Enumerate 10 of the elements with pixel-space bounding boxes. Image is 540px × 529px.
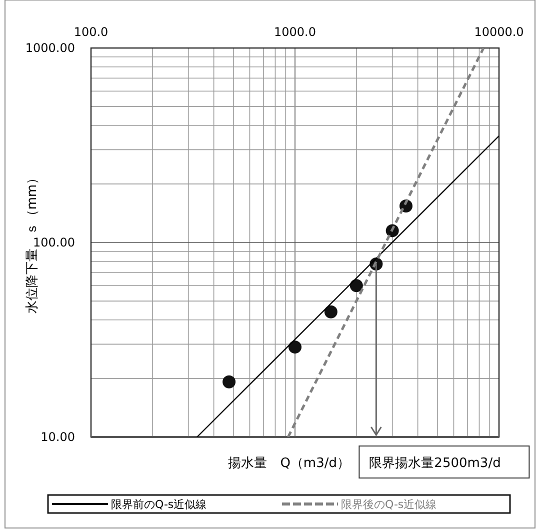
ref-line-label: 限界揚水量2500m3/d [369,456,501,471]
x-axis-title: 揚水量 Q（m3/d） [228,456,350,471]
y-tick-label: 10.00 [40,430,75,444]
x-tick-label: 100.0 [74,25,108,39]
x-tick-label: 1000.0 [274,25,316,39]
y-tick-label: 100.00 [33,236,75,250]
x-tick-label: 10000.0 [474,25,524,39]
text: 限界後のQ-s近似線 [341,498,437,511]
y-tick-label: 1000.00 [25,41,75,56]
text: 限界前のQ-s近似線 [111,498,207,511]
